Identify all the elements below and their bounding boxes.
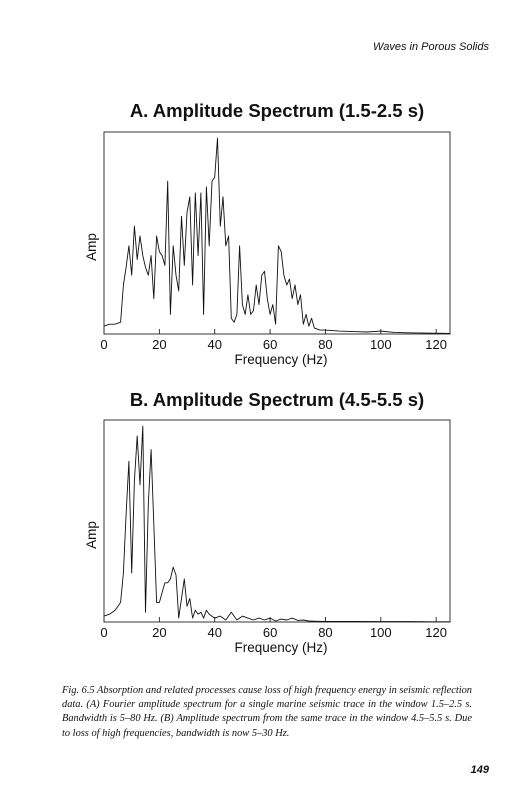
- page-number: 149: [470, 764, 489, 776]
- chart-b-y-axis-label: Amp: [84, 521, 99, 549]
- chart-a-title: A. Amplitude Spectrum (1.5-2.5 s): [129, 100, 425, 121]
- figure-caption: Fig. 6.5 Absorption and related processe…: [62, 685, 472, 739]
- chart-a-svg: 0 20 40 60 80 100 120 Frequency (Hz) Amp: [84, 131, 451, 367]
- chart-a-x-axis-label: Frequency (Hz): [234, 352, 327, 367]
- chart-b-svg: 0 20 40 60 80 100 120 Frequency (Hz) Amp: [84, 419, 451, 655]
- chart-b-x-axis-label: Frequency (Hz): [234, 640, 327, 655]
- chart-a-series-line: [103, 137, 451, 334]
- chart-a-y-axis-label: Amp: [84, 233, 99, 261]
- chart-b-x-tick-label: 0: [100, 625, 107, 640]
- chart-b-x-tick-label: 80: [318, 625, 332, 640]
- chart-a-plot-frame: [103, 131, 451, 335]
- chart-a-x-tick-label: 40: [207, 337, 221, 352]
- chart-a-x-tick-label: 80: [318, 337, 332, 352]
- chart-a-x-tick-label: 20: [152, 337, 166, 352]
- chart-a-x-tick-label: 100: [370, 337, 392, 352]
- chart-b-x-tick-label: 120: [425, 625, 447, 640]
- chart-b-x-tick-label: 20: [152, 625, 166, 640]
- chart-b-plot-frame: [103, 419, 451, 623]
- chart-a-x-tick-label: 120: [425, 337, 447, 352]
- chart-a-x-tick-label: 60: [263, 337, 277, 352]
- running-head: Waves in Porous Solids: [373, 41, 489, 53]
- chart-b-series-line: [103, 425, 450, 623]
- chart-b-x-tick-label: 40: [207, 625, 221, 640]
- chart-b-x-tick-label: 60: [263, 625, 277, 640]
- chart-b-title: B. Amplitude Spectrum (4.5-5.5 s): [129, 389, 425, 410]
- chart-b-x-tick-label: 100: [370, 625, 392, 640]
- chart-a-x-tick-label: 0: [100, 337, 107, 352]
